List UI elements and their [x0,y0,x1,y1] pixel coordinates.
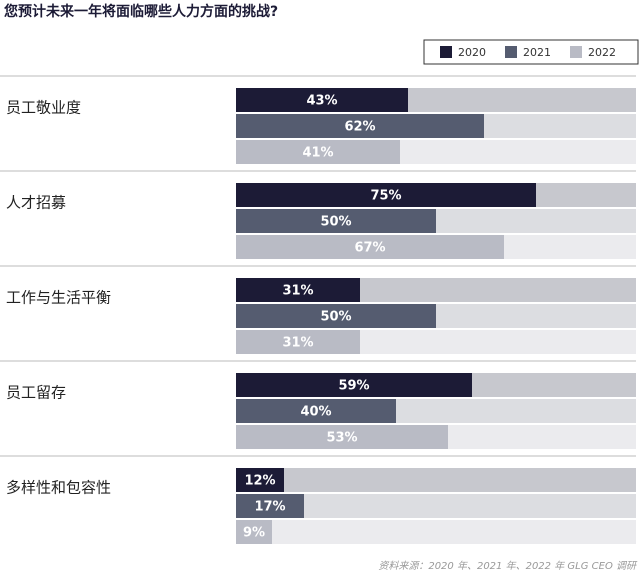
category-label: 员工留存 [6,384,66,402]
bar-value-label: 50% [320,310,351,325]
bar [236,140,400,164]
bar [236,494,304,518]
bar [236,235,504,259]
bar [236,399,396,423]
bar [236,88,408,112]
legend-swatch [505,46,517,58]
chart-title: 您预计未来一年将面临哪些人力方面的挑战? [4,3,278,20]
bar-value-label: 75% [370,189,401,204]
bar [236,183,536,207]
bar-value-label: 50% [320,215,351,230]
bar [236,520,272,544]
legend-swatch [570,46,582,58]
bar-value-label: 43% [306,94,337,109]
category-label: 工作与生活平衡 [6,289,111,307]
bar [236,278,360,302]
bar-value-label: 59% [338,379,369,394]
bar-value-label: 17% [254,500,285,515]
bar-value-label: 62% [344,120,375,135]
bar-value-label: 41% [302,146,333,161]
category-label: 员工敬业度 [6,99,81,117]
bar-value-label: 67% [354,241,385,256]
bar-value-label: 9% [243,526,265,541]
legend-label: 2021 [523,46,551,59]
bar-value-label: 31% [282,336,313,351]
bar [236,425,448,449]
bar-value-label: 53% [326,431,357,446]
bar [236,330,360,354]
category-label: 多样性和包容性 [6,479,111,497]
bar-value-label: 31% [282,284,313,299]
bar [236,114,484,138]
bar-track [236,468,636,492]
source-note: 资料来源：2020 年、2021 年、2022 年 GLG CEO 调研 [378,560,638,572]
bar [236,468,284,492]
bar-track [236,520,636,544]
category-label: 人才招募 [6,194,66,212]
bar-value-label: 12% [244,474,275,489]
legend-label: 2020 [458,46,486,59]
legend-swatch [440,46,452,58]
bar [236,209,436,233]
bar [236,373,472,397]
legend-label: 2022 [588,46,616,59]
bar [236,304,436,328]
bar-value-label: 40% [300,405,331,420]
legend-box [423,39,639,65]
